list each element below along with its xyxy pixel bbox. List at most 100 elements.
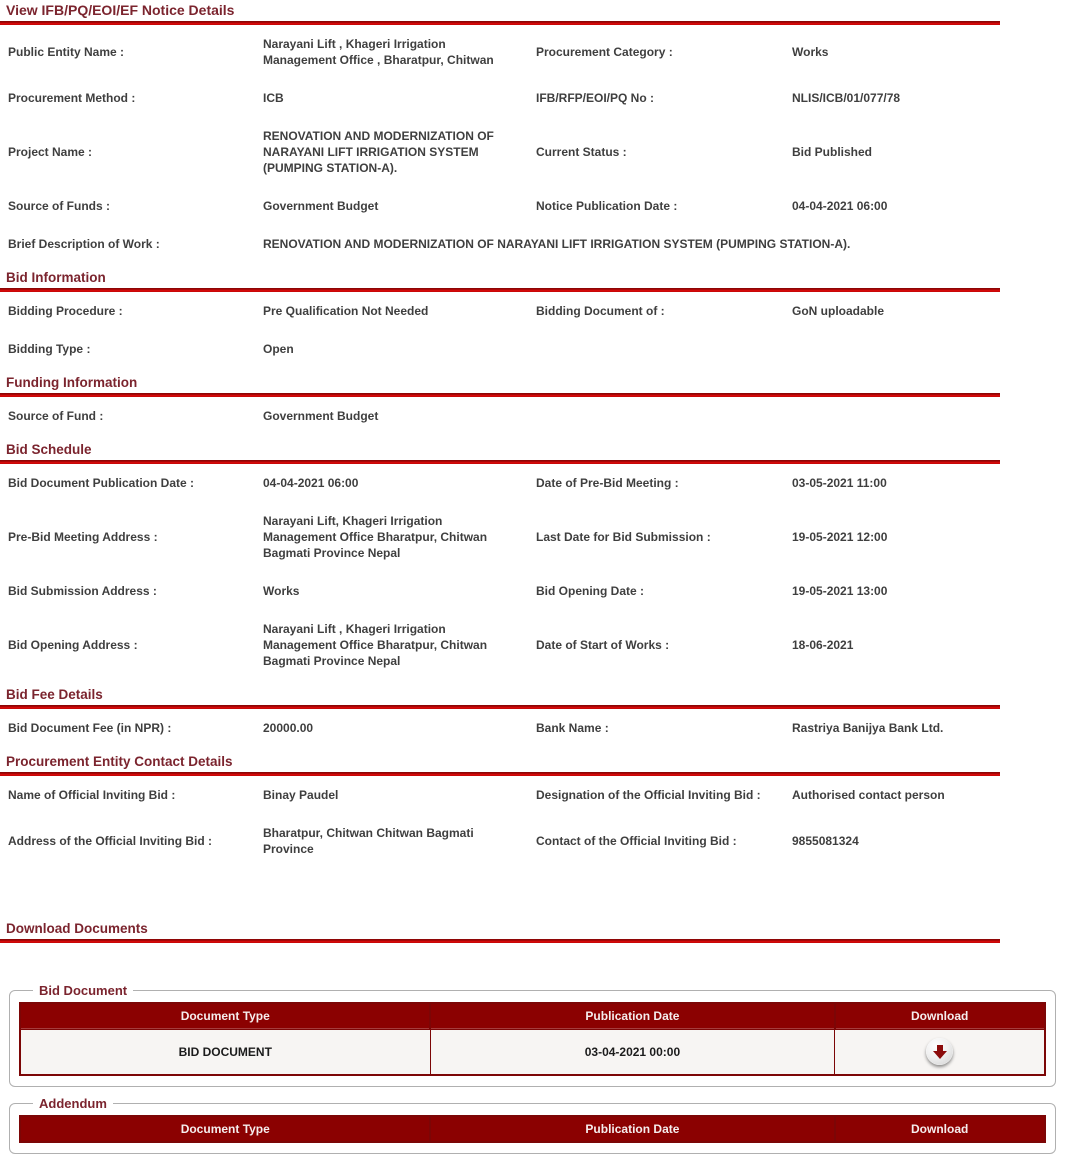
field-value: Government Budget xyxy=(263,199,379,213)
addendum-box: Addendum Document Type Publication Date … xyxy=(9,1096,1056,1154)
addendum-legend: Addendum xyxy=(39,1096,107,1111)
field-label: Brief Description of Work : xyxy=(8,237,160,251)
field-label: Notice Publication Date : xyxy=(536,199,678,213)
bid-document-legend: Bid Document xyxy=(39,983,128,998)
download-arrow-icon xyxy=(936,1044,943,1051)
field-value: Narayani Lift , Khageri Irrigation Manag… xyxy=(263,622,488,668)
field-value: Pre Qualification Not Needed xyxy=(263,304,429,318)
field-label: IFB/RFP/EOI/PQ No : xyxy=(536,91,655,105)
download-arrow-icon xyxy=(932,1050,947,1059)
info-row: Project Name : RENOVATION AND MODERNIZAT… xyxy=(0,117,1065,187)
field-value: ICB xyxy=(263,91,284,105)
column-download: Download xyxy=(833,1115,1047,1143)
bid-schedule-section: Bid Document Publication Date : 04-04-20… xyxy=(0,464,1065,680)
section-title-bid-fee-details: Bid Fee Details xyxy=(6,687,103,702)
table-header-row: Document Type Publication Date Download xyxy=(19,1002,1047,1030)
field-label: Bid Submission Address : xyxy=(8,584,157,598)
spacer xyxy=(0,1087,1065,1096)
field-label: Source of Funds : xyxy=(8,199,110,213)
info-row: Bid Opening Address : Narayani Lift , Kh… xyxy=(0,610,1065,680)
field-label: Designation of the Official Inviting Bid… xyxy=(536,788,761,802)
table-row: BID DOCUMENT 03-04-2021 00:00 xyxy=(19,1028,1046,1076)
field-label: Date of Pre-Bid Meeting : xyxy=(536,476,679,490)
notice-summary-section: Public Entity Name : Narayani Lift , Kha… xyxy=(0,25,1065,263)
field-value: Government Budget xyxy=(263,409,379,423)
info-row: Bidding Type : Open xyxy=(0,330,1065,368)
publication-date-cell: 03-04-2021 00:00 xyxy=(429,1028,836,1076)
section-divider xyxy=(0,393,1000,397)
field-value: 04-04-2021 06:00 xyxy=(263,476,359,490)
field-value: GoN uploadable xyxy=(792,304,885,318)
field-value: Rastriya Banijya Bank Ltd. xyxy=(792,721,944,735)
info-row: Brief Description of Work : RENOVATION A… xyxy=(0,225,1065,263)
section-divider xyxy=(0,288,1000,292)
field-label: Address of the Official Inviting Bid : xyxy=(8,834,213,848)
contact-details-section: Name of Official Inviting Bid : Binay Pa… xyxy=(0,776,1065,868)
info-row: Source of Fund : Government Budget xyxy=(0,397,1065,435)
section-title-funding-information: Funding Information xyxy=(6,375,138,390)
field-label: Project Name : xyxy=(8,145,93,159)
field-label: Last Date for Bid Submission : xyxy=(536,530,711,544)
field-label: Bid Document Fee (in NPR) : xyxy=(8,721,172,735)
field-label: Bid Document Publication Date : xyxy=(8,476,195,490)
section-divider xyxy=(0,460,1000,464)
field-value: Authorised contact person xyxy=(792,788,945,802)
bid-document-table: Document Type Publication Date Download … xyxy=(19,1002,1047,1076)
field-value: 9855081324 xyxy=(792,834,859,848)
field-value: 19-05-2021 13:00 xyxy=(792,584,888,598)
field-value: Works xyxy=(792,45,829,59)
bid-information-section: Bidding Procedure : Pre Qualification No… xyxy=(0,292,1065,368)
field-value: Binay Paudel xyxy=(263,788,339,802)
field-value: 03-05-2021 11:00 xyxy=(792,476,887,490)
field-label: Public Entity Name : xyxy=(8,45,125,59)
field-label: Current Status : xyxy=(536,145,627,159)
field-value: Narayani Lift, Khageri Irrigation Manage… xyxy=(263,514,488,560)
info-row: Bid Document Publication Date : 04-04-20… xyxy=(0,464,1065,502)
field-label: Bank Name : xyxy=(536,721,609,735)
field-label: Procurement Method : xyxy=(8,91,136,105)
column-publication-date: Publication Date xyxy=(429,1115,836,1143)
table-header-row: Document Type Publication Date Download xyxy=(19,1115,1047,1143)
section-title-download-documents: Download Documents xyxy=(6,921,148,936)
spacer xyxy=(0,868,1065,914)
addendum-table: Document Type Publication Date Download xyxy=(19,1115,1047,1143)
column-document-type: Document Type xyxy=(19,1002,431,1030)
section-title-bid-schedule: Bid Schedule xyxy=(6,442,92,457)
document-type-cell: BID DOCUMENT xyxy=(19,1028,431,1076)
field-label: Bid Opening Address : xyxy=(8,638,138,652)
field-value: 20000.00 xyxy=(263,721,314,735)
field-label: Source of Fund : xyxy=(8,409,104,423)
info-row: Bid Submission Address : Works Bid Openi… xyxy=(0,572,1065,610)
field-value: 19-05-2021 12:00 xyxy=(792,530,888,544)
field-value: RENOVATION AND MODERNIZATION OF NARAYANI… xyxy=(263,129,494,175)
download-button[interactable] xyxy=(926,1038,954,1065)
field-label: Bidding Procedure : xyxy=(8,304,123,318)
section-title-bid-information: Bid Information xyxy=(6,270,106,285)
info-row: Pre-Bid Meeting Address : Narayani Lift,… xyxy=(0,502,1065,572)
field-value: Works xyxy=(263,584,300,598)
column-document-type: Document Type xyxy=(19,1115,431,1143)
field-value: Bharatpur, Chitwan Chitwan Bagmati Provi… xyxy=(263,826,474,856)
bid-document-box: Bid Document Document Type Publication D… xyxy=(9,983,1056,1087)
field-label: Contact of the Official Inviting Bid : xyxy=(536,834,737,848)
page-title: View IFB/PQ/EOI/EF Notice Details xyxy=(6,2,235,18)
bid-fee-section: Bid Document Fee (in NPR) : 20000.00 Ban… xyxy=(0,709,1065,747)
field-label: Procurement Category : xyxy=(536,45,673,59)
field-label: Name of Official Inviting Bid : xyxy=(8,788,176,802)
section-divider xyxy=(0,705,1000,709)
funding-information-section: Source of Fund : Government Budget xyxy=(0,397,1065,435)
section-divider xyxy=(0,772,1000,776)
field-value: 18-06-2021 xyxy=(792,638,854,652)
field-label: Bidding Document of : xyxy=(536,304,665,318)
field-label: Pre-Bid Meeting Address : xyxy=(8,530,158,544)
field-value: Bid Published xyxy=(792,145,873,159)
info-row: Procurement Method : ICB IFB/RFP/EOI/PQ … xyxy=(0,79,1065,117)
field-value: Open xyxy=(263,342,294,356)
field-value: 04-04-2021 06:00 xyxy=(792,199,888,213)
section-divider xyxy=(0,939,1000,943)
info-row: Source of Funds : Government Budget Noti… xyxy=(0,187,1065,225)
column-download: Download xyxy=(833,1002,1047,1030)
field-value: RENOVATION AND MODERNIZATION OF NARAYANI… xyxy=(263,237,851,251)
info-row: Public Entity Name : Narayani Lift , Kha… xyxy=(0,25,1065,79)
